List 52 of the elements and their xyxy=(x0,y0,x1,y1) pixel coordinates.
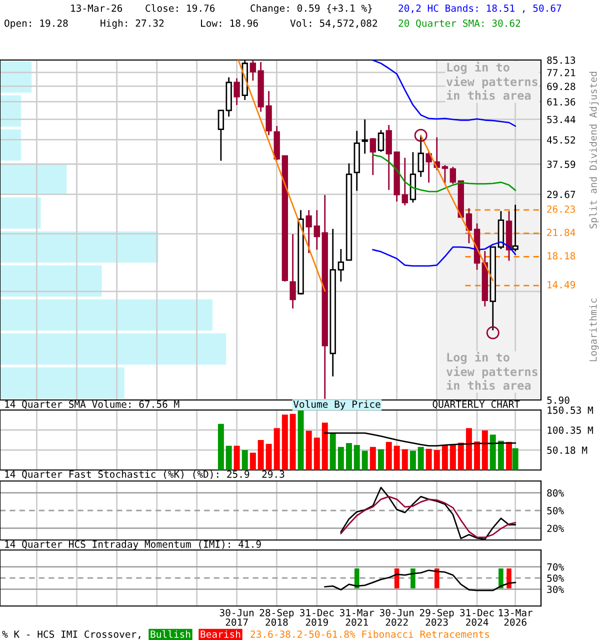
text: Bullish xyxy=(150,630,190,638)
y-tick-label: 45.52 xyxy=(547,136,575,144)
text: Vol: 54,572,082 xyxy=(290,19,377,28)
text: Logarithmic xyxy=(589,298,599,362)
y-tick-label: 53.44 xyxy=(547,116,576,124)
y-tick-label: 50% xyxy=(547,574,564,582)
y-axis-title: Split and Dividend Adjusted xyxy=(589,72,599,228)
y-tick-label: 37.59 xyxy=(547,160,576,168)
y-tick-label: 29.67 xyxy=(547,190,576,198)
x-tick-label: 29-Sep 2023 xyxy=(420,609,454,626)
chart-title: 14 Quarter HCS Intraday Momentum (IMI): 41.9 xyxy=(5,540,261,550)
y-tick-label: 69.28 xyxy=(547,82,576,90)
y-tick-label: 61.36 xyxy=(547,98,576,106)
text: Volume By Price xyxy=(293,400,380,410)
y-tick-label: 70% xyxy=(547,563,564,571)
x-tick-label: 31-Mar 2021 xyxy=(340,609,374,626)
y-tick-label: 150.53 M xyxy=(548,406,593,414)
x-tick-label: 30-Jun 2017 xyxy=(220,609,254,626)
text: 23.6-38.2-50-61.8% Fibonacci Retracements xyxy=(250,630,490,638)
text: 13-Mar-26 xyxy=(71,4,122,12)
text: Low: 18.96 xyxy=(201,19,258,27)
text: 20,2 HC Bands: 18.51 , 50.67 xyxy=(398,4,562,14)
chart-title: 14 Quarter SMA Volume: 67.56 M xyxy=(5,400,180,409)
x-tick-label: 30-Jun 2022 xyxy=(380,609,414,626)
legend-title: % K - HCS IMI Crossover, xyxy=(2,630,140,640)
y-tick-label: 30% xyxy=(547,586,564,594)
x-tick-label: 31-Dec 2024 xyxy=(460,609,494,626)
y-tick-label: 50% xyxy=(547,507,564,514)
x-tick-label: 13-Mar 2026 xyxy=(498,609,533,626)
y-tick-label: 5.90 xyxy=(547,396,570,404)
text: Change: 0.59 {+3.1 %} xyxy=(250,4,372,14)
x-tick-label: 31-Dec 2019 xyxy=(300,609,334,626)
chart-title: 14 Quarter Fast Stochastic (%K) (%D): 25.9 29.3 xyxy=(5,470,284,479)
text: 20 Quarter SMA: 30.62 xyxy=(398,19,520,28)
y-tick-label: 80% xyxy=(547,489,564,497)
ref-line-label: 21.84 xyxy=(547,228,576,236)
y-tick-label: 20% xyxy=(547,524,564,532)
ref-line-label: 18.18 xyxy=(548,252,576,260)
x-tick-label: 28-Sep 2018 xyxy=(260,609,294,626)
text: Close: 19.76 xyxy=(146,4,215,12)
y-tick-label: 85.13 xyxy=(547,56,576,64)
ref-line-label: 26.23 xyxy=(547,205,575,213)
annotation: Log in to view patterns in this area xyxy=(446,352,538,390)
text: High: 27.32 xyxy=(100,19,164,29)
text: Open: 19.28 xyxy=(4,19,68,29)
ref-line-label: 14.49 xyxy=(548,281,576,288)
y-tick-label: 50.18 M xyxy=(547,446,588,454)
annotation: Log in to view patterns in this area xyxy=(446,62,538,100)
y-tick-label: 100.35 M xyxy=(548,426,593,434)
y-tick-label: 77.21 xyxy=(547,68,576,76)
text: QUARTERLY CHART xyxy=(432,400,520,409)
text: Bearish xyxy=(200,630,240,638)
